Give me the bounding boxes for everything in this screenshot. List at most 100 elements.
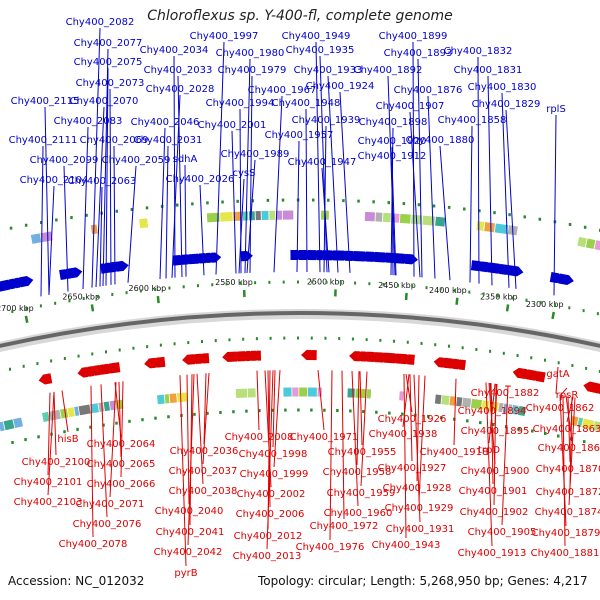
gene-label[interactable]: Chy400_1958 <box>323 467 392 478</box>
gene-label[interactable]: Chy400_1939 <box>292 115 361 126</box>
gene-label[interactable]: Chy400_1899 <box>379 31 448 42</box>
gene-label[interactable]: rpsR <box>556 390 579 401</box>
gene-label[interactable]: Chy400_2101 <box>14 477 83 488</box>
gene-label[interactable]: Chy400_1901 <box>459 486 528 497</box>
gene-label[interactable]: Chy400_1893 <box>384 48 453 59</box>
gene-label[interactable]: Chy400_1935 <box>286 45 355 56</box>
gene-label[interactable]: Chy400_2042 <box>154 547 223 558</box>
gene-label[interactable]: Chy400_1979 <box>218 65 287 76</box>
gene-label[interactable]: Chy400_1830 <box>468 82 537 93</box>
gene-label[interactable]: Chy400_1858 <box>438 115 507 126</box>
gene-label[interactable]: Chy400_1872 <box>536 487 600 498</box>
gene-label[interactable]: Chy400_1918 <box>420 447 489 458</box>
gene-label[interactable]: Chy400_2002 <box>237 489 306 500</box>
gene-label[interactable]: Chy400_1948 <box>272 98 341 109</box>
gene-label[interactable]: Chy400_2083 <box>54 116 123 127</box>
gene-label[interactable]: Chy400_2077 <box>74 38 143 49</box>
gene-label[interactable]: Chy400_1998 <box>239 449 308 460</box>
gene-label[interactable]: Chy400_1882 <box>471 388 540 399</box>
gene-label[interactable]: Chy400_2064 <box>87 439 156 450</box>
gene-label[interactable]: Chy400_2071 <box>76 499 145 510</box>
gene-label[interactable]: Chy400_1972 <box>310 521 379 532</box>
gene-label[interactable]: Chy400_1938 <box>369 429 438 440</box>
gene-label[interactable]: Chy400_1898 <box>359 117 428 128</box>
gene-label[interactable]: Chy400_2070 <box>70 96 139 107</box>
gene-label[interactable]: Chy400_1912 <box>358 151 427 162</box>
gene-label[interactable]: Chy400_1928 <box>383 483 452 494</box>
gene-label[interactable]: Chy400_2115 <box>11 96 80 107</box>
gene-label[interactable]: Chy400_2031 <box>134 135 203 146</box>
gene-label[interactable]: Chy400_1902 <box>460 507 529 518</box>
gene-label[interactable]: Chy400_2069 <box>80 135 149 146</box>
gene-label[interactable]: Chy400_1929 <box>385 503 454 514</box>
gene-label[interactable]: Chy400_2073 <box>76 78 145 89</box>
gene-label[interactable]: Chy400_2040 <box>155 506 224 517</box>
gene-label[interactable]: Chy400_1943 <box>372 540 441 551</box>
gene-label[interactable]: Chy400_1931 <box>386 524 455 535</box>
gene-label[interactable]: Chy400_1994 <box>206 98 275 109</box>
gene-label[interactable]: Chy400_1831 <box>454 65 523 76</box>
gene-label[interactable]: Chy400_1880 <box>406 135 475 146</box>
gene-label[interactable]: Chy400_2063 <box>68 176 137 187</box>
gene-label[interactable]: Chy400_2066 <box>87 479 156 490</box>
gene-label[interactable]: Chy400_1924 <box>306 81 375 92</box>
gene-label[interactable]: Chy400_2082 <box>66 17 135 28</box>
gene-label[interactable]: Chy400_2099 <box>30 155 99 166</box>
gene-label[interactable]: Chy400_1949 <box>282 31 351 42</box>
gene-label[interactable]: Chy400_1927 <box>378 463 447 474</box>
gene-label[interactable]: Chy400_1870 <box>536 464 600 475</box>
gene-label[interactable]: Chy400_1976 <box>296 542 365 553</box>
gene-label[interactable]: Chy400_1829 <box>472 99 541 110</box>
gene-label[interactable]: Chy400_1905 <box>468 527 537 538</box>
gene-label[interactable]: Chy400_2036 <box>170 446 239 457</box>
gene-label[interactable]: pyrB <box>174 568 197 579</box>
gene-label[interactable]: Chy400_1960 <box>324 508 393 519</box>
gene-label[interactable]: Chy400_2059 <box>102 155 171 166</box>
gene-label[interactable]: Chy400_2038 <box>169 486 238 497</box>
gene-label[interactable]: Chy400_2075 <box>74 57 143 68</box>
gene-label[interactable]: Chy400_1955 <box>328 447 397 458</box>
gene-label[interactable]: Chy400_1900 <box>461 466 530 477</box>
gene-label[interactable]: Chy400_1907 <box>376 101 445 112</box>
gene-label[interactable]: Chy400_2037 <box>169 466 238 477</box>
gene-label[interactable]: Chy400_2078 <box>59 539 128 550</box>
gene-label[interactable]: Chy400_2100 <box>22 457 91 468</box>
gene-label[interactable]: Chy400_2111 <box>9 135 78 146</box>
gene-label[interactable]: Chy400_1876 <box>394 85 463 96</box>
gene-label[interactable]: Chy400_1933 <box>294 65 363 76</box>
gene-label[interactable]: Chy400_1957 <box>265 130 334 141</box>
gene-label[interactable]: hisB <box>57 434 78 445</box>
gene-label[interactable]: cysS <box>233 168 256 179</box>
gene-label[interactable]: Chy400_2041 <box>156 527 225 538</box>
gene-label[interactable]: Chy400_2008 <box>225 432 294 443</box>
gene-label[interactable]: Chy400_1879 <box>532 528 600 539</box>
gene-label[interactable]: Chy400_2006 <box>236 509 305 520</box>
gene-label[interactable]: Chy400_1874 <box>535 507 600 518</box>
gene-label[interactable]: Chy400_2012 <box>234 531 303 542</box>
gene-label[interactable]: Chy400_1894 <box>458 406 527 417</box>
gene-label[interactable]: Chy400_2046 <box>131 117 200 128</box>
gene-label[interactable]: Chy400_1926 <box>378 414 447 425</box>
gene-label[interactable]: Chy400_1920 <box>358 136 427 147</box>
gene-label[interactable]: Chy400_1862 <box>526 403 595 414</box>
gene-label[interactable]: Chy400_1863 <box>533 424 600 435</box>
gene-label[interactable]: Chy400_1959 <box>327 488 396 499</box>
gene-label[interactable]: gatA <box>546 369 569 380</box>
gene-label[interactable]: Chy400_1967 <box>248 85 317 96</box>
gene-label[interactable]: Chy400_1892 <box>354 65 423 76</box>
gene-label[interactable]: rplS <box>546 104 566 115</box>
gene-label[interactable]: Chy400_1971 <box>290 432 359 443</box>
gene-label[interactable]: Chy400_2103 <box>14 497 83 508</box>
gene-label[interactable]: Chy400_2065 <box>87 459 156 470</box>
gene-label[interactable]: Chy400_1997 <box>190 31 259 42</box>
gene-label[interactable]: sdhA <box>173 154 198 165</box>
gene-label[interactable]: Chy400_1980 <box>216 48 285 59</box>
gene-label[interactable]: Chy400_2034 <box>140 45 209 56</box>
gene-label[interactable]: Chy400_2001 <box>198 120 267 131</box>
gene-label[interactable]: Chy400_1832 <box>444 46 513 57</box>
gene-label-layer[interactable]: Chy400_2082Chy400_2077Chy400_2075Chy400_… <box>9 17 600 579</box>
gene-label[interactable]: Chy400_1864 <box>538 443 600 454</box>
gene-label[interactable]: Chy400_2104 <box>20 175 89 186</box>
gene-label[interactable]: Chy400_2026 <box>166 174 235 185</box>
